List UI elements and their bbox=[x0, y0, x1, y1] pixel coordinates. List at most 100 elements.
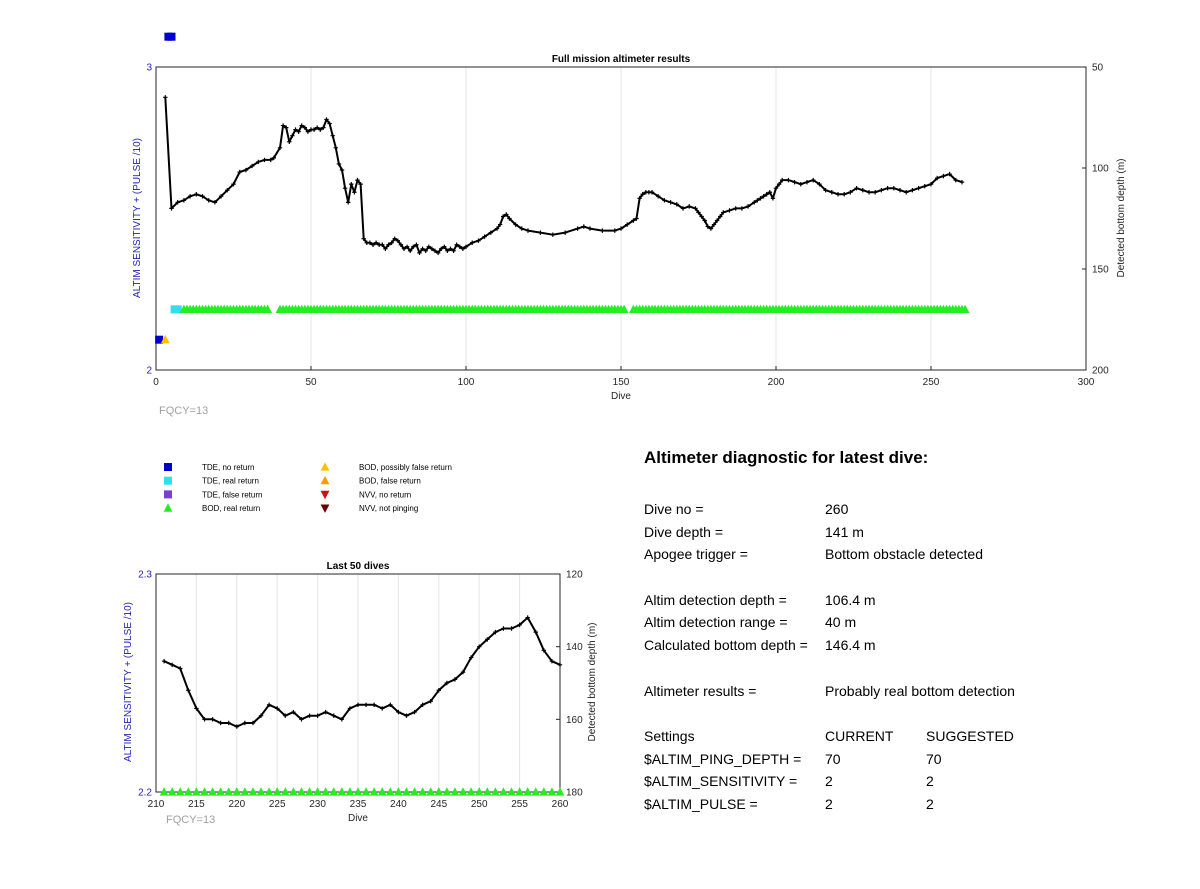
bottom-depth-point bbox=[283, 713, 288, 718]
bottom-depth-point bbox=[347, 706, 353, 711]
bod-real-return-marker bbox=[216, 787, 226, 796]
bottom-depth-point bbox=[318, 127, 323, 132]
bottom-depth-point bbox=[538, 230, 543, 235]
bottom-depth-point bbox=[752, 200, 757, 205]
legend-marker-tde-real-return bbox=[164, 476, 172, 485]
x-tick-label: 215 bbox=[188, 799, 205, 810]
bod-real-return-marker bbox=[361, 787, 371, 796]
dive-depth-row: Dive depth = 141 m bbox=[644, 521, 1184, 544]
bottom-depth-point bbox=[773, 186, 779, 191]
bottom-depth-point bbox=[299, 123, 304, 128]
bottom-depth-point bbox=[804, 179, 810, 185]
bottom-depth-point bbox=[696, 210, 701, 215]
bottom-chart-ticks: 210 215 220 225 230 235 240 245 250 255 260 2.2 2.3 1… bbox=[138, 570, 583, 811]
bottom-depth-point bbox=[563, 230, 568, 235]
bottom-depth-point bbox=[321, 125, 326, 130]
bottom-depth-point bbox=[513, 222, 518, 227]
bottom-depth-point bbox=[237, 169, 242, 175]
bottom-depth-point bbox=[705, 224, 710, 229]
bod-real-return-marker bbox=[547, 787, 557, 796]
bottom-chart-xlabel: Dive bbox=[348, 813, 368, 824]
bottom-depth-point bbox=[396, 709, 401, 715]
bottom-depth-point bbox=[355, 702, 361, 707]
bod-real-return-marker bbox=[458, 787, 468, 796]
bottom-depth-point bbox=[212, 200, 218, 205]
bottom-depth-point bbox=[640, 192, 645, 197]
legend-marker-tde-false-return bbox=[164, 490, 172, 499]
full-mission-chart: Full mission altimeter results Dive ALTI… bbox=[132, 32, 1127, 417]
bottom-depth-point bbox=[770, 196, 776, 201]
legend-marker-bod-possibly-false-return bbox=[320, 462, 330, 471]
bottom-depth-point bbox=[501, 626, 506, 631]
bottom-depth-point bbox=[798, 181, 803, 187]
last-50-dives-chart: Last 50 dives Dive ALTIM SENSITIVITY + (… bbox=[123, 561, 598, 826]
bottom-depth-point bbox=[460, 246, 466, 251]
y-right-tick-label: 200 bbox=[1092, 366, 1109, 377]
bottom-depth-point bbox=[175, 200, 180, 205]
bottom-depth-point bbox=[460, 669, 466, 675]
bod-real-return-marker bbox=[353, 787, 363, 796]
bottom-depth-point bbox=[386, 242, 391, 247]
bod-real-return-marker bbox=[450, 787, 460, 796]
bottom-depth-point bbox=[504, 212, 509, 217]
legend-marker-bod-false-return bbox=[320, 475, 330, 485]
bottom-depth-point bbox=[721, 210, 726, 215]
bottom-depth-point bbox=[452, 677, 458, 682]
bottom-depth-point bbox=[429, 246, 435, 251]
bottom-depth-point bbox=[349, 181, 354, 187]
ping-depth-current: 70 bbox=[825, 750, 841, 767]
dive-depth-value: 141 m bbox=[825, 523, 864, 540]
bod-real-return-marker bbox=[240, 787, 250, 796]
dive-no-label: Dive no = bbox=[644, 501, 704, 517]
pulse-row: $ALTIM_PULSE = 2 2 bbox=[644, 793, 1184, 816]
bottom-depth-point bbox=[823, 188, 828, 193]
top-chart-title: Full mission altimeter results bbox=[552, 54, 691, 65]
bottom-depth-point bbox=[634, 216, 639, 221]
bottom-depth-point bbox=[401, 246, 407, 251]
bottom-depth-point bbox=[383, 246, 388, 251]
y-right-tick-label: 50 bbox=[1092, 63, 1104, 74]
bottom-depth-point bbox=[541, 648, 547, 653]
bottom-depth-point bbox=[454, 242, 459, 247]
bottom-depth-point bbox=[287, 139, 292, 144]
ping-depth-suggested: 70 bbox=[926, 750, 942, 767]
x-tick-label: 250 bbox=[923, 377, 940, 388]
legend-label-bod-possibly-false-return: BOD, possibly false return bbox=[359, 463, 452, 472]
bottom-depth-point bbox=[656, 194, 661, 199]
current-header: CURRENT bbox=[825, 727, 894, 744]
bottom-depth-point bbox=[367, 240, 373, 245]
bottom-depth-point bbox=[575, 226, 580, 231]
bottom-depth-point bbox=[786, 177, 791, 183]
bod-real-return-marker bbox=[183, 787, 193, 796]
y-right-tick-label: 180 bbox=[566, 788, 583, 799]
bottom-depth-point bbox=[811, 177, 816, 183]
bod-real-return-marker bbox=[167, 787, 177, 796]
bottom-depth-point bbox=[330, 133, 335, 138]
bod-real-return-marker bbox=[175, 787, 185, 796]
top-chart-ylabel-left: ALTIM SENSITIVITY + (PULSE /10) bbox=[132, 138, 143, 298]
bottom-depth-point bbox=[315, 125, 320, 130]
bottom-depth-point bbox=[355, 177, 360, 183]
y-left-tick-label: 2.3 bbox=[138, 570, 152, 581]
bod-real-return-marker bbox=[329, 787, 339, 796]
bottom-depth-point bbox=[600, 228, 605, 233]
bod-real-return-marker bbox=[555, 787, 565, 796]
bod-real-return-marker bbox=[224, 787, 234, 796]
bod-real-return-marker bbox=[402, 787, 411, 796]
bottom-depth-point bbox=[380, 242, 385, 247]
bottom-depth-point bbox=[916, 186, 921, 191]
bottom-depth-point bbox=[879, 188, 884, 193]
legend-label-tde-real-return: TDE, real return bbox=[202, 477, 259, 486]
bottom-depth-point bbox=[625, 222, 630, 227]
bottom-depth-point bbox=[848, 190, 853, 195]
settings-header: Settings bbox=[644, 727, 695, 744]
bottom-depth-point bbox=[497, 222, 503, 227]
bottom-depth-point bbox=[398, 242, 404, 247]
bottom-depth-point bbox=[442, 244, 447, 249]
bottom-depth-point bbox=[668, 200, 673, 205]
bottom-depth-point bbox=[363, 702, 369, 707]
bottom-depth-point bbox=[327, 121, 332, 126]
bottom-depth-point bbox=[755, 198, 760, 203]
dive-depth-label: Dive depth = bbox=[644, 523, 723, 540]
